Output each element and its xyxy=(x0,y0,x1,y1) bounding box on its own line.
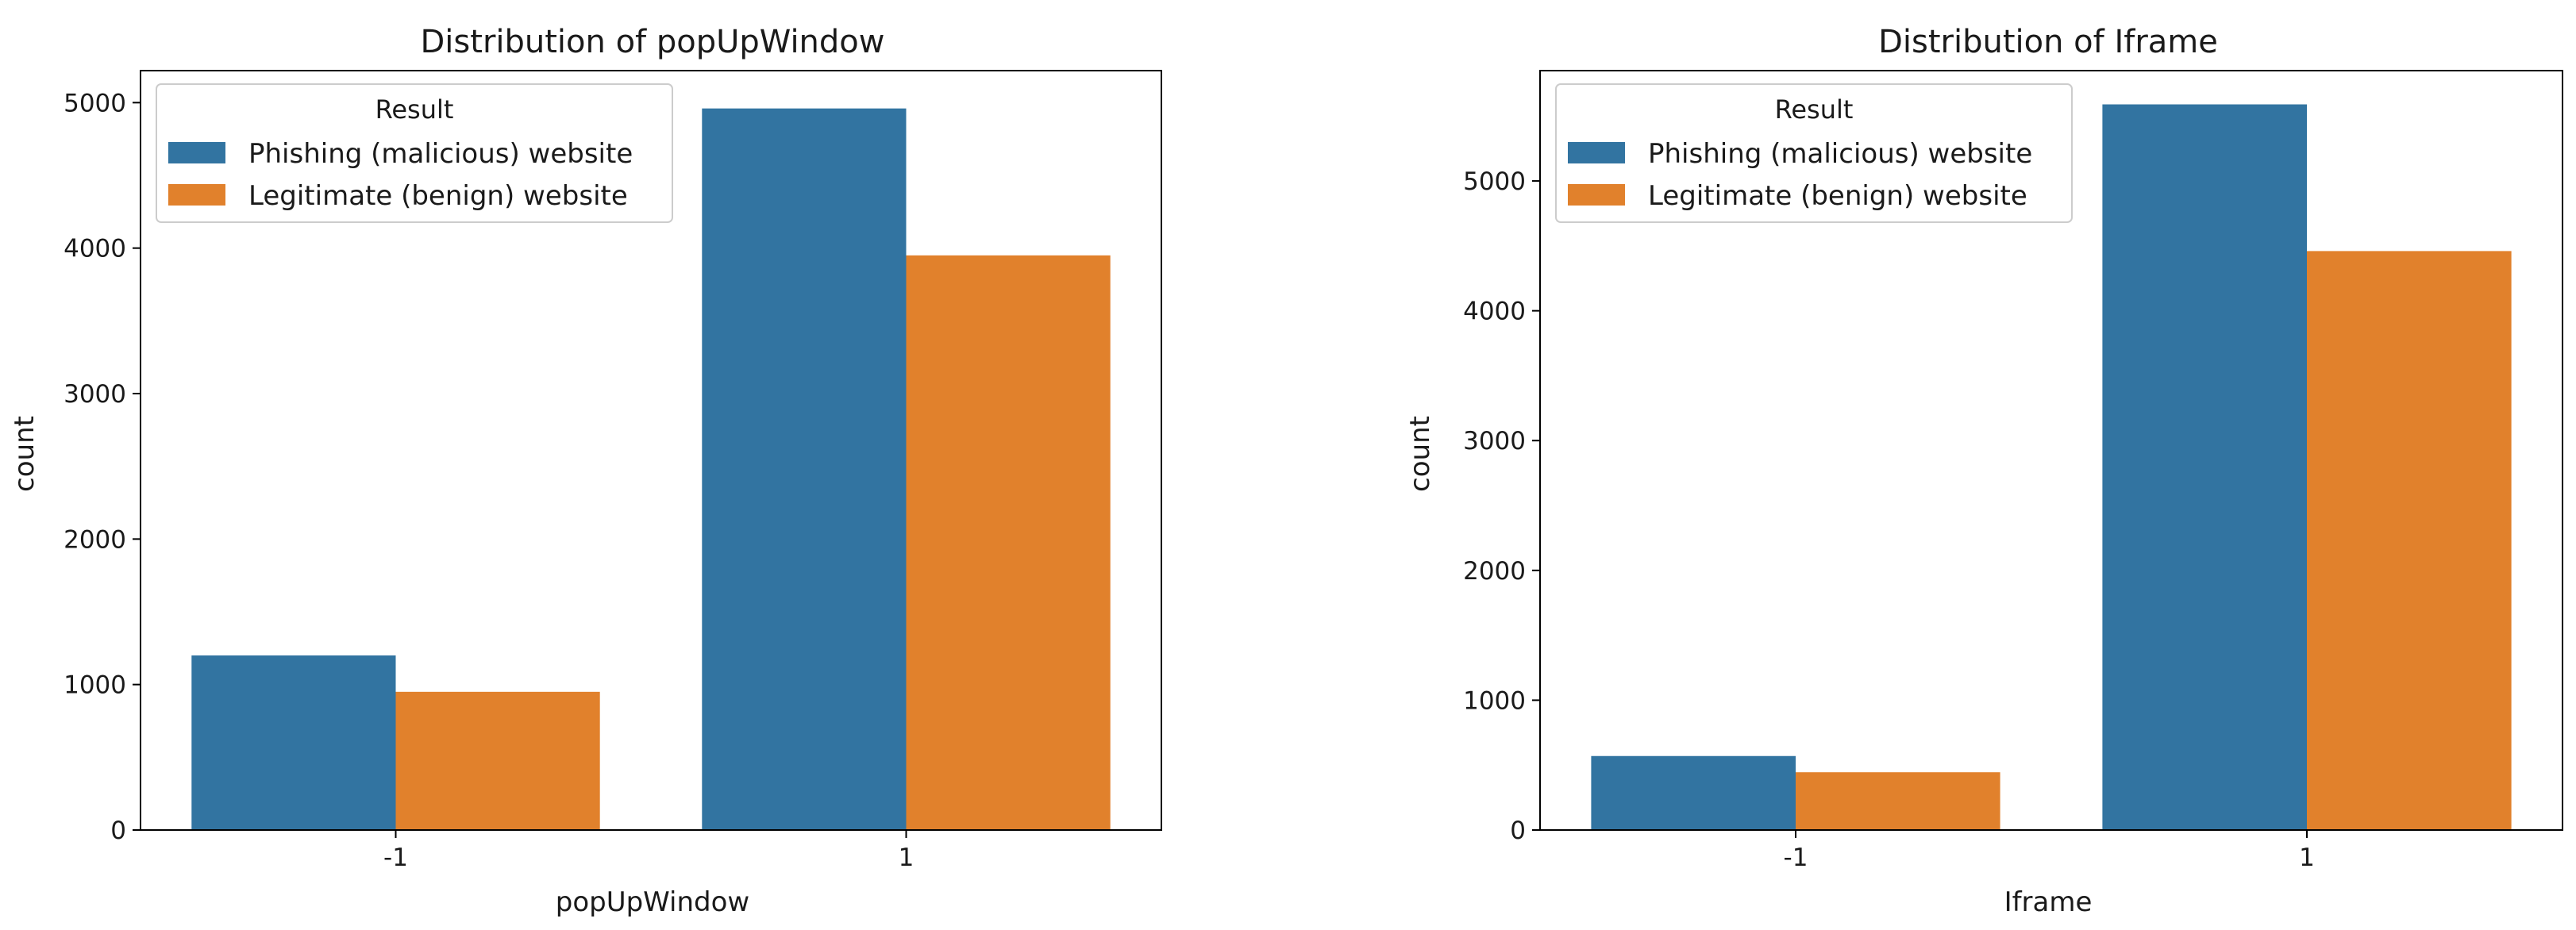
legend-swatch-phishing xyxy=(168,142,225,163)
legend-label-phishing: Phishing (malicious) website xyxy=(248,138,633,170)
plot-frame xyxy=(140,70,1162,831)
x-tick-label: 1 xyxy=(899,844,914,872)
legend-title: Result xyxy=(375,94,454,125)
bar-legitimate-neg1 xyxy=(395,691,600,830)
x-axis-label: popUpWindow xyxy=(556,886,750,918)
legend-box xyxy=(156,83,673,223)
chart-title: Distribution of Iframe xyxy=(1878,24,2218,60)
chart-iframe: Distribution of Iframe count Iframe -1 10… xyxy=(1404,24,2563,918)
legend: Result Phishing (malicious) website Legi… xyxy=(1555,83,2073,223)
x-tick-label: -1 xyxy=(1784,844,1808,872)
legend: Result Phishing (malicious) website Legi… xyxy=(156,83,673,223)
chart-title: Distribution of popUpWindow xyxy=(421,24,885,60)
legend-swatch-legitimate xyxy=(168,184,225,206)
legend-swatch-legitimate xyxy=(1568,184,1625,206)
legend-label-phishing: Phishing (malicious) website xyxy=(1648,138,2032,170)
bars-layer xyxy=(191,108,1111,830)
y-tick-label: 4000 xyxy=(1463,298,1526,326)
bars-layer xyxy=(1591,104,2512,831)
y-tick-label: 5000 xyxy=(64,89,126,117)
y-axis-label: count xyxy=(9,416,40,492)
y-tick-label: 3000 xyxy=(1463,427,1526,455)
ticks-layer: -1 1 0 1000 2000 3000 4000 5000 xyxy=(64,89,914,872)
bar-legitimate-pos1 xyxy=(2307,251,2512,830)
x-tick-label: 1 xyxy=(2299,844,2315,872)
bar-legitimate-neg1 xyxy=(1796,772,2000,830)
bar-phishing-pos1 xyxy=(702,108,907,830)
y-tick-label: 4000 xyxy=(64,235,126,263)
chart-popupwindow: Distribution of popUpWindow count popUpW… xyxy=(9,24,1162,918)
y-tick-label: 3000 xyxy=(64,380,126,409)
y-tick-label: 2000 xyxy=(1463,557,1526,586)
legend-swatch-phishing xyxy=(1568,142,1625,163)
y-tick-label: 0 xyxy=(1510,817,1526,845)
y-tick-label: 1000 xyxy=(64,671,126,700)
x-tick-label: -1 xyxy=(383,844,408,872)
bar-phishing-neg1 xyxy=(1591,755,1796,830)
y-tick-label: 5000 xyxy=(1463,167,1526,196)
y-tick-label: 2000 xyxy=(64,525,126,554)
y-tick-label: 0 xyxy=(110,817,126,845)
bar-legitimate-pos1 xyxy=(906,255,1111,830)
plot-frame xyxy=(1539,70,2563,831)
x-axis-label: Iframe xyxy=(2004,886,2093,918)
legend-title: Result xyxy=(1775,94,1854,125)
bar-phishing-neg1 xyxy=(191,655,396,830)
legend-box xyxy=(1555,83,2073,223)
legend-label-legitimate: Legitimate (benign) website xyxy=(248,180,628,212)
y-tick-label: 1000 xyxy=(1463,686,1526,715)
ticks-layer: -1 1 0 1000 2000 3000 4000 5000 xyxy=(1463,167,2315,872)
bar-phishing-pos1 xyxy=(2102,104,2307,831)
legend-label-legitimate: Legitimate (benign) website xyxy=(1648,180,2027,212)
y-axis-label: count xyxy=(1404,416,1436,492)
